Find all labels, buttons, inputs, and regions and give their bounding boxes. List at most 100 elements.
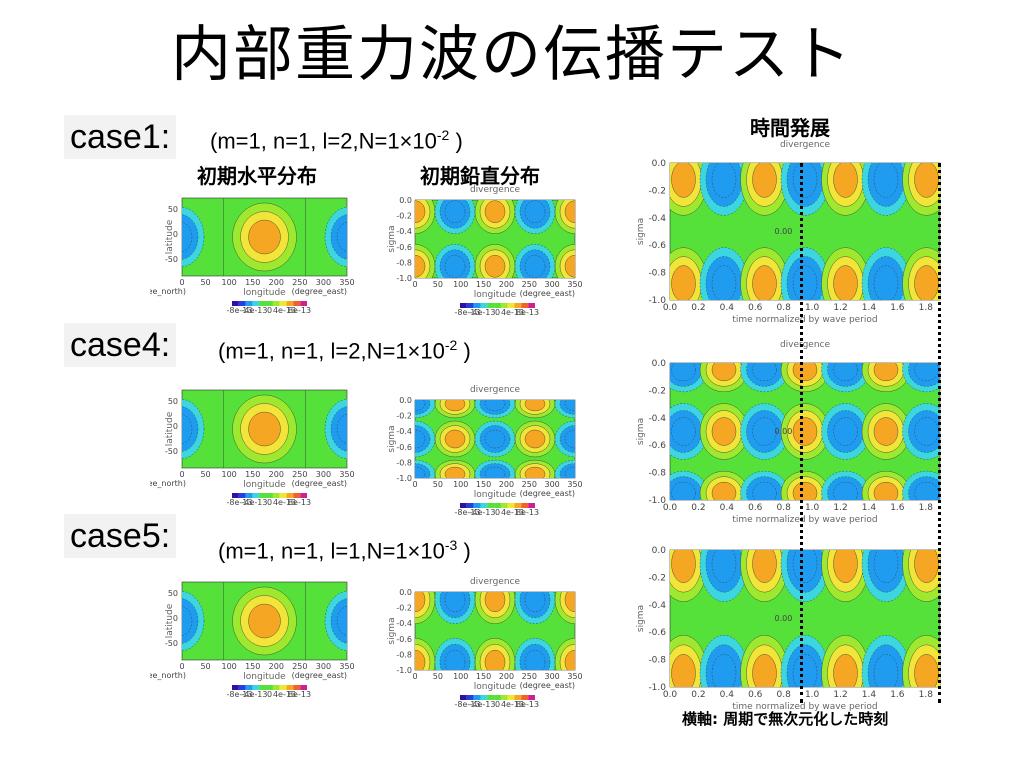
longitude-label: longitude	[243, 288, 286, 298]
colorbar-swatch-8	[514, 303, 522, 308]
cell-1-4-ring-2	[564, 429, 575, 449]
time-tick-8: 1.6	[890, 503, 905, 513]
sigma-tick-4: -0.8	[648, 469, 666, 479]
longitude-label: longitude	[474, 290, 517, 300]
colorbar-tick-4: 8e-13	[288, 306, 311, 313]
cell-0-1-ring-2	[444, 592, 466, 612]
cell-1-1-ring-2	[444, 650, 466, 670]
cell-0-6-ring-2	[914, 550, 939, 583]
case4-horizontal-plot: 50 0 -50 0 50 100 150 200 250 300 350 latitude longi…	[150, 380, 370, 505]
cell-2-3-ring-2	[792, 481, 818, 500]
colorbar-swatch-10	[528, 503, 535, 508]
cell-1-6-ring-2	[914, 265, 939, 300]
case1-label: case1:	[64, 115, 177, 159]
colorbar-tick-0: -8e-13	[227, 498, 253, 505]
colorbar-swatch-4	[487, 303, 495, 308]
colorbar-tick-3: 4e-13	[273, 498, 296, 505]
cell-1-2-ring-2	[484, 650, 506, 670]
right-low-ring-2	[336, 414, 347, 444]
left-low-ring-2	[182, 414, 193, 444]
cell-2-4-ring-2	[564, 466, 575, 478]
colorbar-tick-3: 4e-13	[501, 508, 524, 515]
colorbar-swatch-10	[300, 301, 307, 306]
colorbar-swatch-1	[466, 503, 474, 508]
header-horizontal: 初期水平分布	[197, 164, 317, 188]
lon-tick-5: 250	[292, 278, 307, 287]
divergence-title: divergence	[470, 385, 521, 395]
time-tick-4: 0.8	[777, 690, 792, 700]
case4-vertical-plot: divergence 0.0 -0.2 -0.4 -0.6 -0.8 -1.0 0 50 100 1…	[380, 380, 595, 515]
time-tick-2: 0.4	[720, 303, 735, 313]
colorbar-swatch-8	[286, 493, 294, 498]
cell-0-3-ring-2	[792, 363, 818, 382]
dotted-line-t1	[800, 163, 803, 703]
cell-0-1-ring-2	[711, 163, 737, 198]
case4-label: case4:	[64, 323, 177, 367]
lon-tick-7: 350	[339, 470, 354, 479]
time-tick-6: 1.2	[833, 303, 847, 313]
colorbar-swatch-0	[460, 503, 467, 508]
lon-tick-7: 350	[567, 480, 582, 489]
colorbar-tick-3: 4e-13	[501, 700, 524, 707]
lon-tick-4: 200	[499, 280, 514, 289]
lon-tick-4: 200	[269, 662, 284, 671]
degree-east-label: (degree_east)	[520, 681, 575, 690]
sigma-tick-2: -0.4	[396, 619, 412, 628]
sigma-tick-2: -0.4	[648, 601, 666, 611]
case5-label: case5:	[64, 514, 177, 558]
time-tick-8: 1.6	[890, 690, 905, 700]
lat-tick-2: -50	[165, 639, 178, 648]
cell-0-4-ring-2	[564, 592, 575, 612]
cell-1-2-ring-2	[752, 265, 777, 300]
cell-1-0-ring-2	[671, 654, 696, 687]
time-xlabel: time normalized by wave period	[732, 702, 877, 712]
degree-north-label: (degree_north)	[150, 671, 186, 680]
colorbar-swatch-0	[232, 493, 239, 498]
time-xlabel: time normalized by wave period	[732, 315, 877, 325]
lon-tick-3: 150	[476, 672, 491, 681]
sigma-tick-3: -0.6	[648, 241, 666, 251]
cell-1-0-ring-2	[415, 429, 426, 449]
colorbar-tick-1: -4e-13	[242, 306, 268, 313]
cell-0-4-ring-2	[564, 400, 575, 412]
lon-tick-5: 250	[522, 280, 537, 289]
colorbar-swatch-0	[460, 303, 467, 308]
time-tick-2: 0.4	[720, 690, 735, 700]
colorbar-swatch-4	[259, 685, 267, 690]
colorbar-swatch-1	[466, 303, 474, 308]
colorbar-swatch-2	[473, 695, 481, 700]
left-low-ring-2	[182, 606, 193, 636]
sigma-tick-0: 0.0	[652, 159, 667, 169]
cell-2-0-ring-2	[671, 481, 696, 500]
case1-params-end: )	[455, 128, 463, 154]
cell-1-4-ring-2	[564, 255, 575, 278]
time-tick-6: 1.2	[833, 690, 847, 700]
sigma-tick-1: -0.2	[396, 412, 412, 421]
cell-0-6-ring-2	[914, 363, 939, 382]
colorbar-swatch-5	[266, 493, 273, 498]
sigma-label: sigma	[636, 418, 646, 445]
dotted-line-t2	[938, 163, 941, 703]
colorbar-swatch-3	[480, 303, 488, 308]
time-tick-9: 1.8	[919, 503, 934, 513]
lon-tick-6: 300	[545, 672, 560, 681]
cell-0-5-ring-2	[873, 550, 899, 583]
case5-vertical-plot: divergence 0.0 -0.2 -0.4 -0.6 -0.8 -1.0 0 50 100 1…	[380, 572, 595, 707]
lat-tick-0: 50	[168, 205, 178, 214]
colorbar-swatch-1	[238, 685, 246, 690]
sigma-tick-1: -0.2	[648, 386, 666, 396]
cell-2-4-ring-2	[833, 481, 858, 500]
cell-1-1-ring-2	[711, 265, 737, 300]
colorbar-swatch-1	[238, 493, 246, 498]
colorbar-tick-1: -4e-13	[470, 508, 496, 515]
cell-2-1-ring-2	[711, 481, 737, 500]
colorbar-swatch-5	[494, 695, 501, 700]
time-tick-4: 0.8	[777, 303, 792, 313]
colorbar-swatch-10	[528, 695, 535, 700]
lon-tick-2: 100	[453, 480, 468, 489]
colorbar-swatch-2	[245, 685, 253, 690]
right-low-ring-1	[330, 214, 347, 260]
time-tick-4: 0.8	[777, 503, 792, 513]
cell-0-0-ring-2	[671, 550, 696, 583]
colorbar-swatch-6	[500, 303, 508, 308]
